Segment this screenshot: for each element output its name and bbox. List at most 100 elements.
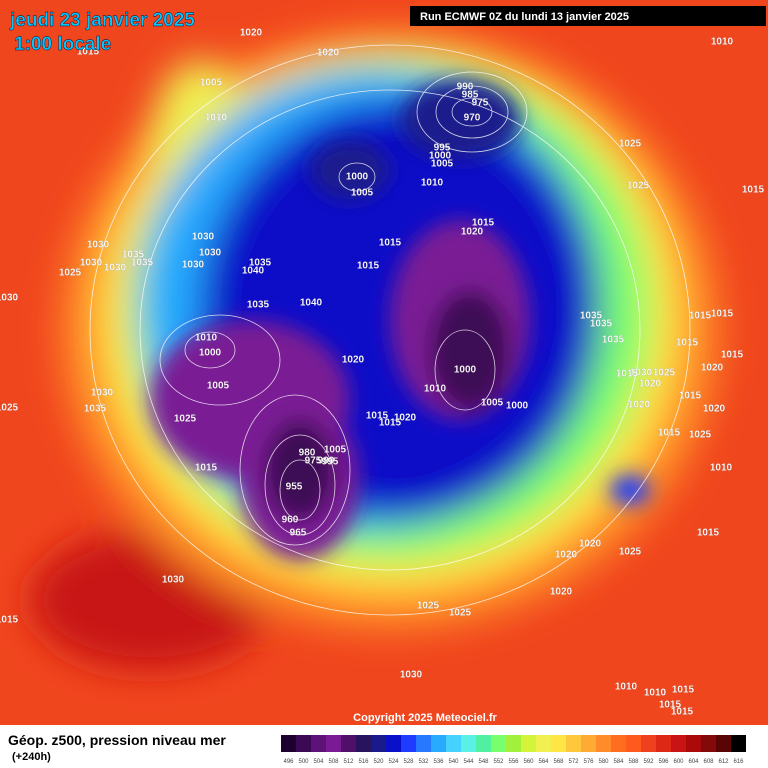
isobar-label: 1015 <box>195 463 218 474</box>
isobar-label: 1000 <box>429 151 452 162</box>
isobar-label: 1035 <box>602 335 625 346</box>
scale-swatch <box>416 735 431 752</box>
isobar-label: 1035 <box>580 311 603 322</box>
isobar-label: 1040 <box>242 266 265 277</box>
isobar-labels: 1020102010051010990985975970995100010051… <box>0 27 765 717</box>
scale-label: 496 <box>283 759 294 765</box>
scale-label: 604 <box>688 759 699 765</box>
isobar-label: 1030 <box>87 240 110 251</box>
isobar-label: 1020 <box>240 28 263 39</box>
isobar-label: 1025 <box>59 268 82 279</box>
scale-label: 516 <box>358 759 369 765</box>
isobar-label: 1005 <box>351 188 374 199</box>
isobar-label: 1015 <box>379 238 402 249</box>
scale-label: 532 <box>418 759 429 765</box>
isobar-label: 1015 <box>711 309 734 320</box>
isobar-label: 955 <box>286 482 303 493</box>
isobar-label: 1015 <box>472 218 495 229</box>
scale-swatch <box>356 735 371 752</box>
isobar-label: 1025 <box>619 547 642 558</box>
scale-swatch <box>521 735 536 752</box>
isobar-label: 1020 <box>628 400 651 411</box>
isobar-label: 1005 <box>431 159 454 170</box>
isobar-label: 1015 <box>357 261 380 272</box>
isobar-label: 1030 <box>630 368 653 379</box>
isobar-label: 1010 <box>424 384 447 395</box>
isobar-label: 1030 <box>91 388 114 399</box>
isobar-label: 1010 <box>644 688 667 699</box>
isobar-label: 1000 <box>506 401 529 412</box>
scale-label: 540 <box>448 759 459 765</box>
scale-label: 576 <box>583 759 594 765</box>
isobar-label: 1025 <box>653 368 676 379</box>
scale-label: 536 <box>433 759 444 765</box>
isobar-label: 1015 <box>658 428 681 439</box>
scale-label: 568 <box>553 759 564 765</box>
isobar-label: 1015 <box>721 350 744 361</box>
scale-label: 608 <box>703 759 714 765</box>
isobar-label: 1010 <box>421 178 444 189</box>
scale-swatch <box>536 735 551 752</box>
scale-swatch <box>626 735 641 752</box>
lead-time: (+240h) <box>12 751 51 763</box>
scale-swatch <box>731 735 746 752</box>
isobar-label: 1010 <box>711 37 734 48</box>
isobar-label: 1025 <box>417 601 440 612</box>
scale-label: 588 <box>628 759 639 765</box>
isobar-label: 1030 <box>400 670 423 681</box>
isobar-label: 975 <box>472 98 489 109</box>
scale-label: 596 <box>658 759 669 765</box>
scale-swatch <box>551 735 566 752</box>
isobar-label: 1040 <box>300 298 323 309</box>
isobar-label: 1015 <box>679 391 702 402</box>
isobar-label: 975 <box>305 456 322 467</box>
isobar-label: 1035 <box>590 319 613 330</box>
isobar-label: 1020 <box>342 355 365 366</box>
scale-label: 528 <box>403 759 414 765</box>
scale-label: 548 <box>478 759 489 765</box>
isobar-label: 1005 <box>200 78 223 89</box>
scale-label: 560 <box>523 759 534 765</box>
isobar-label: 1025 <box>0 403 19 414</box>
isobar-label: 1030 <box>104 263 127 274</box>
isobar-label: 1000 <box>199 348 222 359</box>
scale-swatch <box>341 735 356 752</box>
isobar-label: 1020 <box>317 48 340 59</box>
scale-swatch <box>476 735 491 752</box>
scale-swatch <box>716 735 731 752</box>
isobar-label: 1015 <box>77 47 100 58</box>
scale-label: 616 <box>733 759 744 765</box>
isobar-label: 1035 <box>84 404 107 415</box>
isobar-label: 1010 <box>195 333 218 344</box>
isobar-label: 1020 <box>579 539 602 550</box>
scale-label: 584 <box>613 759 624 765</box>
scale-label: 524 <box>388 759 399 765</box>
scale-swatch <box>656 735 671 752</box>
isobar-label: 995 <box>322 457 339 468</box>
scale-swatch <box>446 735 461 752</box>
scale-swatch <box>596 735 611 752</box>
isobar-label: 1020 <box>701 363 724 374</box>
scale-swatch <box>371 735 386 752</box>
isobar-label: 1020 <box>703 404 726 415</box>
isobar-label: 1020 <box>639 379 662 390</box>
scale-swatch <box>281 735 296 752</box>
isobar-label: 1000 <box>454 365 477 376</box>
isobar-label: 1035 <box>122 250 145 261</box>
isobar-label: 1030 <box>182 260 205 271</box>
isobar-label: 1030 <box>199 248 222 259</box>
scale-swatch <box>311 735 326 752</box>
isobar-label: 1015 <box>379 418 402 429</box>
isobar-label: 980 <box>299 448 316 459</box>
isobar-label: 1015 <box>0 615 19 626</box>
isobar-label: 985 <box>462 90 479 101</box>
scale-swatch <box>581 735 596 752</box>
isobar-label: 995 <box>434 143 451 154</box>
isobar-label: 990 <box>457 82 474 93</box>
isobar-label: 1005 <box>481 398 504 409</box>
isobar-label: 1010 <box>710 463 733 474</box>
date-title: jeudi 23 janvier 2025 <box>9 10 195 31</box>
isobar-label: 1020 <box>394 413 417 424</box>
scale-swatch <box>641 735 656 752</box>
